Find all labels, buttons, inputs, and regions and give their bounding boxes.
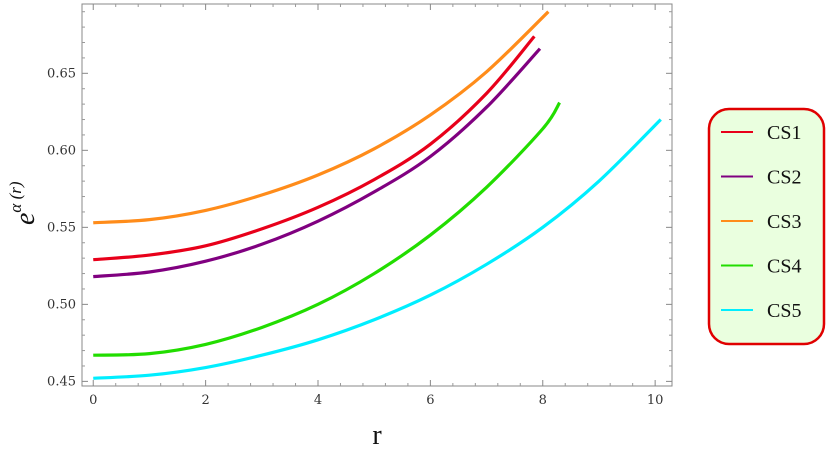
series-line-cs5 [93, 118, 662, 380]
plot-frame [81, 3, 673, 387]
x-axis-ticks: 0 2 4 6 8 10 [89, 4, 663, 408]
y-tick-label: 0.50 [47, 297, 76, 312]
legend: CS1 CS2 CS3 CS4 CS5 [707, 107, 826, 346]
y-axis-title-base: e [10, 213, 41, 225]
legend-label-cs1: CS1 [767, 122, 801, 144]
y-tick-label: 0.55 [47, 220, 76, 235]
x-tick-label: 4 [314, 393, 322, 408]
series-line-cs1 [93, 35, 536, 262]
y-axis-title: eα (r) [6, 181, 41, 225]
series-line-cs4 [93, 101, 561, 357]
x-tick-label: 10 [647, 393, 664, 408]
y-axis-ticks: 0.45 0.50 0.55 0.60 0.65 [47, 11, 672, 389]
x-tick-label: 8 [539, 393, 547, 408]
y-axis-title-exponent: α (r) [6, 181, 25, 212]
y-tick-label: 0.65 [47, 66, 76, 81]
series-lines [93, 10, 662, 380]
x-tick-label: 2 [201, 393, 209, 408]
legend-label-cs5: CS5 [767, 300, 801, 322]
x-tick-label: 0 [89, 393, 97, 408]
legend-label-cs4: CS4 [767, 256, 801, 278]
plot-border [81, 3, 673, 387]
legend-label-cs3: CS3 [767, 211, 801, 233]
legend-label-cs2: CS2 [767, 167, 801, 189]
y-tick-label: 0.45 [47, 374, 76, 389]
series-line-cs3 [93, 10, 550, 225]
x-tick-label: 6 [426, 393, 434, 408]
y-tick-label: 0.60 [47, 143, 76, 158]
series-line-cs2 [93, 47, 542, 279]
x-axis-title: r [372, 420, 382, 451]
legend-box [707, 107, 826, 346]
